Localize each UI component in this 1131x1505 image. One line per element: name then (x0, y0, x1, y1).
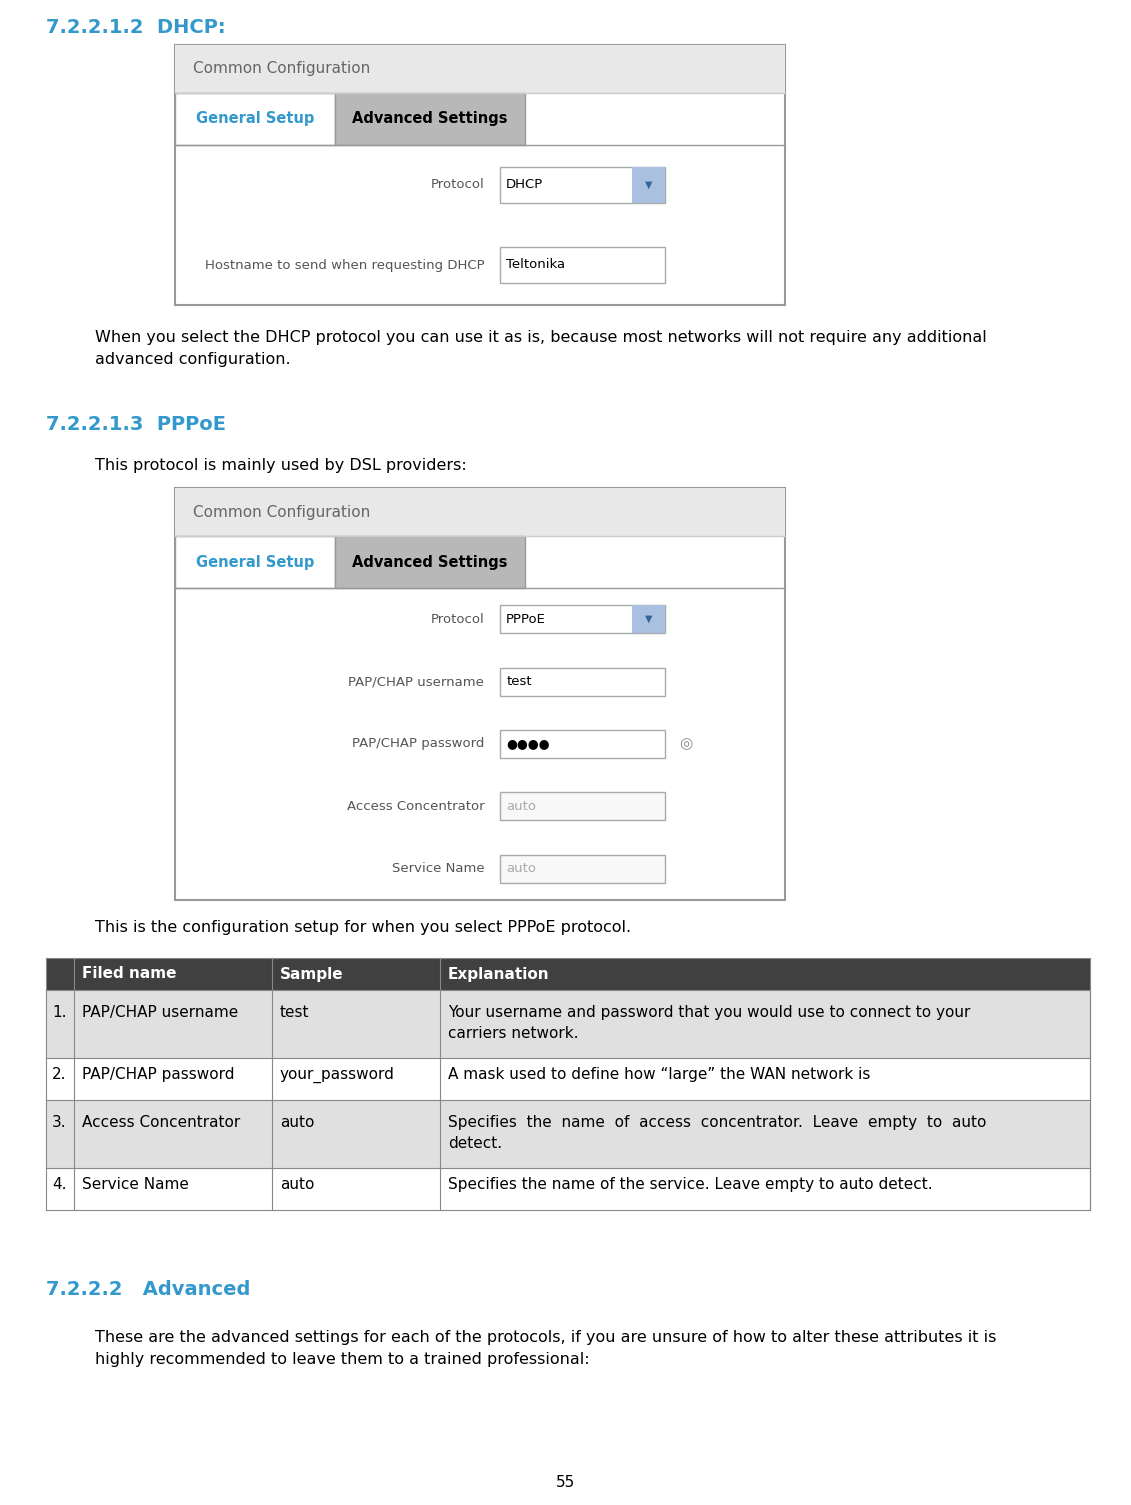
Bar (335, 93, 525, 144)
Text: 1.: 1. (52, 1005, 67, 1020)
Text: ▼: ▼ (645, 614, 653, 625)
Bar (175, 488, 785, 900)
Text: General Setup: General Setup (196, 554, 314, 569)
Text: Protocol: Protocol (431, 613, 484, 626)
Bar (46, 1058, 1090, 1100)
Text: your_password: your_password (280, 1067, 395, 1084)
Text: auto: auto (507, 862, 536, 876)
Text: auto: auto (280, 1115, 314, 1130)
Text: Service Name: Service Name (83, 1177, 189, 1192)
Text: auto: auto (280, 1177, 314, 1192)
Text: These are the advanced settings for each of the protocols, if you are unsure of : These are the advanced settings for each… (95, 1330, 996, 1367)
Text: Advanced Settings: Advanced Settings (352, 554, 508, 569)
Text: auto: auto (507, 799, 536, 813)
Bar (335, 536, 525, 588)
Text: 4.: 4. (52, 1177, 67, 1192)
Bar (46, 1168, 1090, 1210)
Bar (175, 45, 785, 93)
Text: Specifies  the  name  of  access  concentrator.  Leave  empty  to  auto
detect.: Specifies the name of access concentrato… (448, 1115, 986, 1151)
Bar (46, 990, 1090, 1058)
Text: test: test (280, 1005, 310, 1020)
Text: PAP/CHAP username: PAP/CHAP username (83, 1005, 239, 1020)
Text: ◎: ◎ (679, 736, 692, 751)
Text: Access Concentrator: Access Concentrator (346, 799, 484, 813)
Text: General Setup: General Setup (196, 111, 314, 126)
Text: This is the configuration setup for when you select PPPoE protocol.: This is the configuration setup for when… (95, 920, 631, 935)
Bar (500, 247, 665, 283)
Text: test: test (507, 676, 532, 688)
Bar (175, 488, 785, 536)
Text: Protocol: Protocol (431, 179, 484, 191)
Text: PPPoE: PPPoE (507, 613, 546, 626)
Bar (500, 730, 665, 759)
Bar (500, 792, 665, 820)
Text: This protocol is mainly used by DSL providers:: This protocol is mainly used by DSL prov… (95, 458, 467, 473)
Bar (500, 605, 665, 634)
Bar (500, 167, 665, 203)
Text: 7.2.2.1.2  DHCP:: 7.2.2.1.2 DHCP: (46, 18, 225, 38)
Text: Specifies the name of the service. Leave empty to auto detect.: Specifies the name of the service. Leave… (448, 1177, 933, 1192)
Text: PAP/CHAP password: PAP/CHAP password (352, 737, 484, 751)
Text: 7.2.2.1.3  PPPoE: 7.2.2.1.3 PPPoE (46, 415, 226, 433)
Text: Common Configuration: Common Configuration (193, 504, 370, 519)
Bar (632, 167, 665, 203)
Text: PAP/CHAP password: PAP/CHAP password (83, 1067, 234, 1082)
Text: Your username and password that you would use to connect to your
carriers networ: Your username and password that you woul… (448, 1005, 970, 1041)
Text: 7.2.2.2   Advanced: 7.2.2.2 Advanced (46, 1279, 250, 1299)
Bar (632, 605, 665, 634)
Bar (46, 959, 1090, 990)
Bar (175, 45, 785, 306)
Text: Service Name: Service Name (391, 862, 484, 876)
Text: ▼: ▼ (645, 181, 653, 190)
Text: Advanced Settings: Advanced Settings (352, 111, 508, 126)
Text: 3.: 3. (52, 1115, 67, 1130)
Bar (500, 668, 665, 695)
Bar (175, 93, 335, 144)
Text: DHCP: DHCP (507, 179, 544, 191)
Bar (175, 536, 335, 588)
Text: Filed name: Filed name (83, 966, 176, 981)
Text: Sample: Sample (280, 966, 344, 981)
Text: Access Concentrator: Access Concentrator (83, 1115, 240, 1130)
Text: 2.: 2. (52, 1067, 67, 1082)
Bar (500, 855, 665, 883)
Text: When you select the DHCP protocol you can use it as is, because most networks wi: When you select the DHCP protocol you ca… (95, 330, 986, 367)
Bar (46, 1100, 1090, 1168)
Text: PAP/CHAP username: PAP/CHAP username (348, 676, 484, 688)
Text: Explanation: Explanation (448, 966, 550, 981)
Text: ●●●●: ●●●● (507, 737, 550, 751)
Text: Common Configuration: Common Configuration (193, 62, 370, 77)
Text: Teltonika: Teltonika (507, 259, 566, 271)
Text: A mask used to define how “large” the WAN network is: A mask used to define how “large” the WA… (448, 1067, 871, 1082)
Text: 55: 55 (555, 1475, 576, 1490)
Text: Hostname to send when requesting DHCP: Hostname to send when requesting DHCP (205, 259, 484, 271)
